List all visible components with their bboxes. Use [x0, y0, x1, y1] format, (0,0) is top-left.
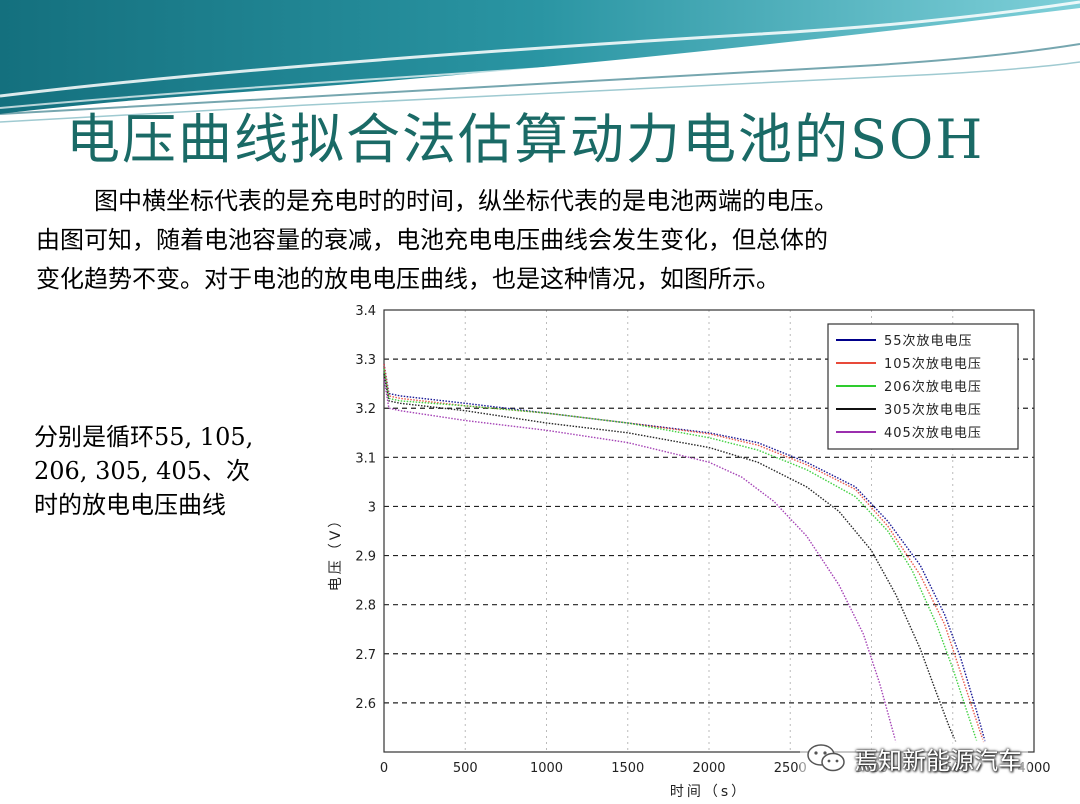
y-tick-label: 3.1 [355, 451, 376, 466]
x-tick-label: 0 [380, 761, 388, 776]
legend-label: 305次放电电压 [884, 402, 982, 418]
side-note: 分别是循环55, 105, 206, 305, 405、次 时的放电电压曲线 [34, 420, 324, 522]
intro-line: 图中横坐标代表的是充电时的时间，纵坐标代表的是电池两端的电压。 [94, 187, 838, 215]
y-tick-label: 2.6 [355, 697, 376, 712]
y-tick-label: 3.3 [355, 353, 376, 368]
y-tick-label: 3 [368, 500, 376, 515]
legend-label: 55次放电电压 [884, 333, 973, 349]
x-tick-label: 1500 [611, 761, 644, 776]
legend-label: 105次放电电压 [884, 356, 982, 372]
slide-title: 电压曲线拟合法估算动力电池的SOH [66, 108, 985, 171]
x-tick-label: 2000 [692, 761, 725, 776]
y-tick-label: 3.2 [355, 402, 376, 417]
y-tick-label: 2.7 [355, 648, 376, 663]
series-line [383, 378, 897, 743]
side-note-line: 206, 305, 405、次 [34, 457, 250, 485]
y-axis-label: 电压（V） [328, 511, 344, 592]
intro-line: 由图可知，随着电池容量的衰减，电池充电电压曲线会发生变化，但总体的 [36, 226, 828, 254]
x-tick-label: 2500 [774, 761, 807, 776]
x-tick-label: 500 [453, 761, 478, 776]
wechat-icon [807, 744, 845, 772]
y-tick-label: 2.9 [355, 550, 376, 565]
legend-label: 405次放电电压 [884, 425, 982, 441]
y-tick-label: 3.4 [355, 304, 376, 319]
series-line [383, 368, 978, 743]
x-tick-label: 1000 [530, 761, 563, 776]
intro-paragraph: 图中横坐标代表的是充电时的时间，纵坐标代表的是电池两端的电压。 由图可知，随着电… [36, 182, 1056, 299]
series-line [383, 373, 957, 743]
side-note-line: 分别是循环55, 105, [34, 423, 254, 451]
watermark-text: 焉知新能源汽车 [854, 746, 1022, 775]
x-axis-label: 时间（s） [670, 784, 748, 800]
watermark: 焉知新能源汽车 [800, 738, 1028, 778]
y-tick-label: 2.8 [355, 599, 376, 614]
side-note-line: 时的放电电压曲线 [34, 491, 226, 519]
plot-frame [383, 309, 1035, 753]
legend-label: 206次放电电压 [884, 379, 982, 395]
intro-line: 变化趋势不变。对于电池的放电电压曲线，也是这种情况，如图所示。 [36, 265, 780, 293]
discharge-voltage-chart: 2.6 2.7 2.8 2.9 3 3.1 3.2 3.3 3.4 0 500 1000 1500 200… [328, 304, 1051, 800]
header-banner [0, 0, 1080, 123]
